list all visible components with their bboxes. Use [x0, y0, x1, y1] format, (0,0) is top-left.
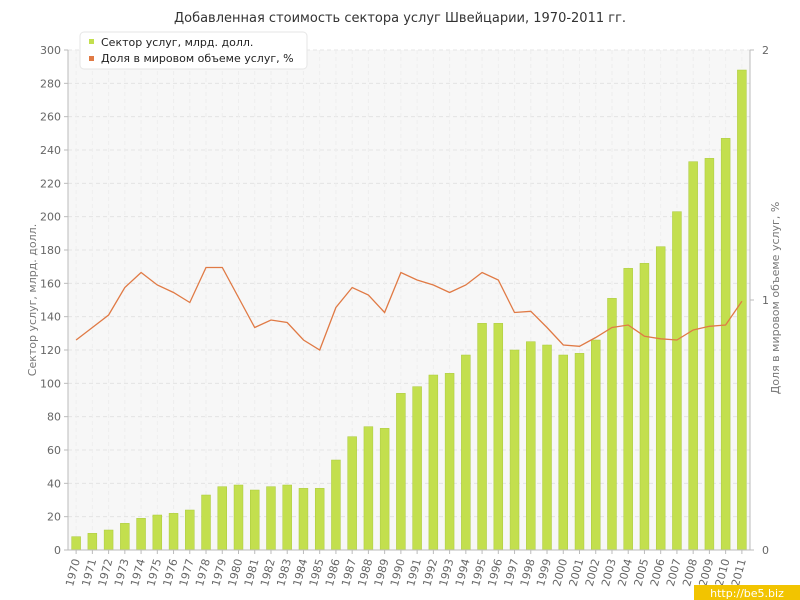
y-tick-label: 140: [40, 311, 61, 324]
bar: [379, 428, 390, 551]
bar: [266, 486, 276, 551]
bar: [103, 529, 114, 551]
bar: [672, 211, 682, 551]
y-tick-label: 240: [40, 144, 61, 157]
bar: [233, 484, 244, 551]
y-axis-ticks: 0 20 40 60 80 100 120 140 160 180 200 220 240 260 280 3…: [40, 44, 68, 557]
y2-tick-label: 1: [762, 294, 769, 307]
watermark: http://be5.biz: [694, 585, 800, 600]
bar: [737, 69, 747, 551]
bar: [282, 484, 292, 551]
bar: [250, 489, 260, 551]
line-series: [75, 266, 743, 351]
bar: [444, 373, 455, 551]
bar: [363, 426, 374, 551]
y2-axis-label: Доля в мировом объеме услуг, %: [769, 202, 782, 395]
bar: [152, 514, 163, 551]
watermark-text: http://be5.biz: [710, 587, 784, 600]
bar: [314, 488, 325, 551]
bar: [396, 393, 406, 551]
legend-swatch-bars: [89, 39, 94, 44]
bar: [591, 339, 601, 551]
legend-label-bars: Сектор услуг, млрд. долл.: [101, 36, 253, 49]
bar: [574, 353, 585, 551]
y-tick-label: 100: [40, 377, 61, 390]
bar: [558, 354, 568, 551]
bar: [168, 513, 179, 551]
legend-swatch-line: [89, 56, 94, 61]
bar: [217, 486, 227, 551]
bar: [136, 518, 146, 551]
bar: [87, 533, 98, 551]
bar: [298, 488, 309, 551]
y-tick-label: 0: [54, 544, 61, 557]
bar: [185, 509, 195, 551]
y-tick-label: 60: [47, 444, 61, 457]
legend: Сектор услуг, млрд. долл. Доля в мировом…: [79, 31, 308, 70]
y-tick-label: 300: [40, 44, 61, 57]
y2-tick-label: 0: [762, 544, 769, 557]
y-tick-label: 280: [40, 77, 61, 90]
bar: [477, 323, 487, 551]
y2-tick-label: 2: [762, 44, 769, 57]
bar: [347, 436, 357, 551]
bar: [412, 386, 422, 551]
y-tick-label: 200: [40, 211, 61, 224]
bar: [120, 523, 130, 551]
y-axis-label: Сектор услуг, млрд. долл.: [26, 224, 39, 376]
y-tick-label: 80: [47, 411, 61, 424]
bar: [639, 263, 650, 551]
bar-series: [71, 69, 747, 551]
bar: [623, 268, 633, 551]
chart-title: Добавленная стоимость сектора услуг Швей…: [174, 11, 626, 26]
bar: [526, 341, 536, 551]
bar: [331, 459, 341, 551]
bar: [607, 298, 617, 551]
legend-label-line: Доля в мировом объеме услуг, %: [101, 52, 294, 65]
y-tick-label: 160: [40, 277, 61, 290]
y-tick-label: 180: [40, 244, 61, 257]
y-tick-label: 20: [47, 511, 61, 524]
watermark-background: [694, 585, 800, 600]
bar: [428, 374, 439, 551]
y-tick-label: 260: [40, 111, 61, 124]
y-tick-label: 40: [47, 477, 61, 490]
y2-axis-ticks: 0 1 2: [750, 44, 769, 557]
bar: [493, 323, 504, 551]
y-tick-label: 220: [40, 177, 61, 190]
share-line: [75, 266, 743, 351]
bar: [542, 344, 552, 551]
bar: [688, 161, 698, 551]
plot-area: [68, 50, 750, 550]
bar: [704, 158, 715, 551]
bar: [509, 349, 520, 551]
bar: [201, 494, 211, 551]
y-tick-label: 120: [40, 344, 61, 357]
legend-box: [79, 31, 308, 70]
bar: [71, 536, 81, 551]
bar: [461, 354, 471, 551]
bar: [720, 138, 731, 551]
bar: [655, 246, 666, 551]
